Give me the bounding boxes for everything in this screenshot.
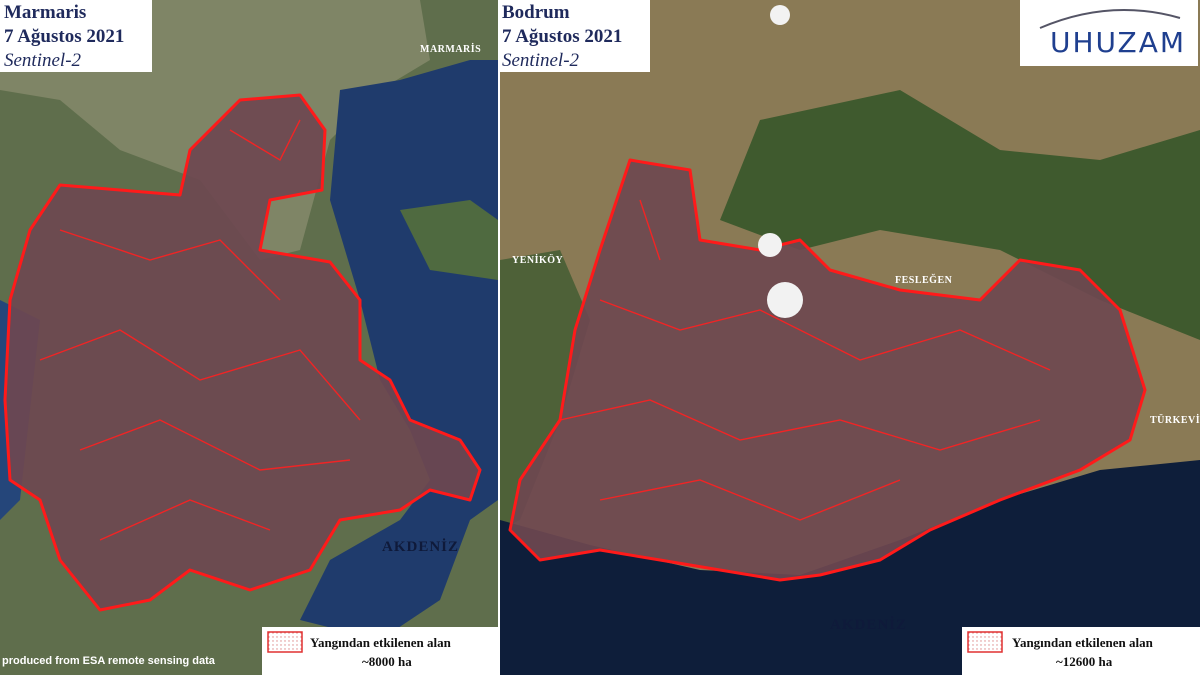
bodrum-panel: Bodrum 7 Ağustos 2021 Sentinel-2 YENİKÖY…: [500, 0, 1200, 675]
place-label: MARMARİS: [420, 43, 481, 55]
burn-perimeter: [39, 119, 361, 541]
island: [400, 200, 498, 280]
marmaris-panel: Marmaris 7 Ağustos 2021 Sentinel-2 MARMA…: [0, 0, 498, 675]
legend-label: Yangından etkilenen alan: [1012, 635, 1154, 650]
logo-arc: [1039, 9, 1181, 29]
panel-title: Marmaris: [4, 2, 86, 23]
legend-swatch: [267, 631, 303, 653]
panel-divider: [498, 0, 500, 675]
logo: UHUZAM: [1050, 26, 1186, 59]
legend-label: Yangından etkilenen alan: [310, 635, 452, 650]
title-box: [0, 0, 152, 72]
panel-date: 7 Ağustos 2021: [502, 26, 622, 47]
legend-area: ~8000 ha: [362, 654, 412, 669]
legend-swatch: [967, 631, 1003, 653]
cloud: [770, 5, 790, 25]
place-label: TÜRKEVİ: [1150, 413, 1200, 426]
panel-source: Sentinel-2: [4, 50, 82, 71]
place-label: YENİKÖY: [512, 253, 564, 266]
credit: produced from ESA remote sensing data: [2, 655, 216, 667]
burn-perimeter: [559, 199, 1051, 521]
cloud: [758, 233, 782, 257]
panel-source: Sentinel-2: [502, 50, 580, 71]
panel-title: Bodrum: [502, 2, 570, 23]
forest-west: [500, 250, 590, 530]
place-label: FESLEĞEN: [895, 273, 953, 286]
title-box: [500, 0, 650, 72]
cloud: [767, 282, 803, 318]
legend-area: ~12600 ha: [1056, 654, 1113, 669]
burned-area: [508, 158, 1147, 582]
sea-label: AKDENİZ: [382, 538, 459, 555]
panel-date: 7 Ağustos 2021: [4, 26, 124, 47]
burned-area: [3, 93, 482, 612]
sea-label: AKDENİZ: [830, 616, 907, 633]
